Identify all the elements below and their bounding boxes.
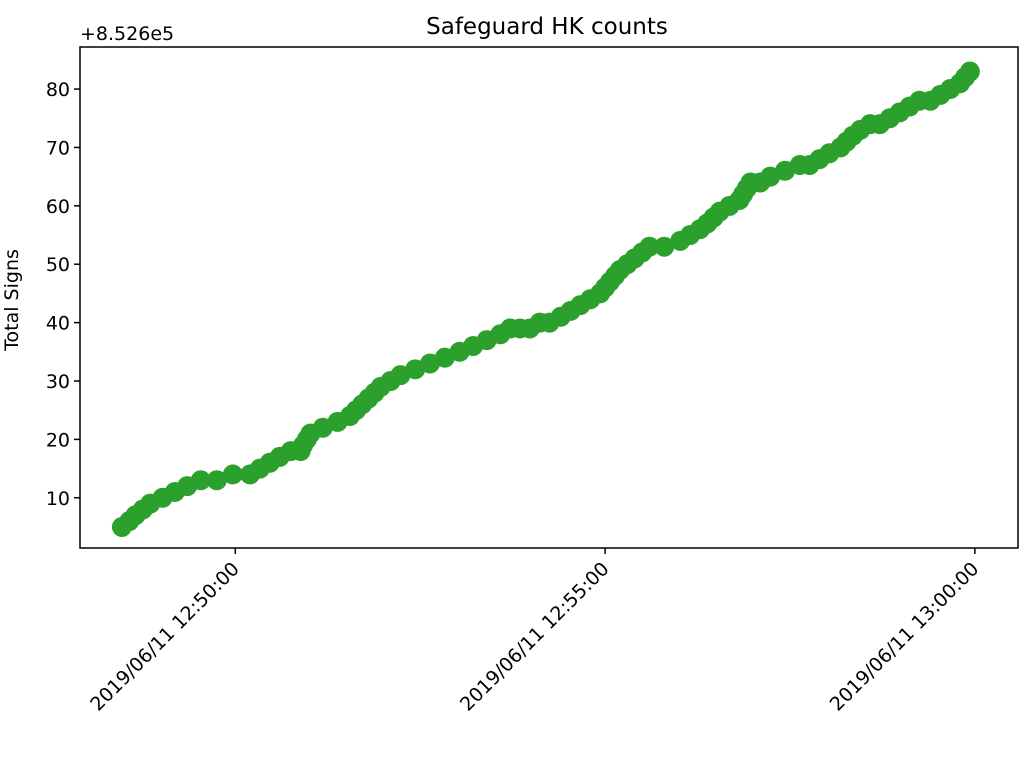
x-tick-label: 2019/06/11 13:00:00 [826,558,984,716]
y-tick-label: 70 [46,137,70,159]
y-tick-label: 20 [46,429,70,451]
data-point [639,236,660,257]
x-tick-label: 2019/06/11 12:50:00 [86,558,244,716]
data-point [222,464,243,485]
y-tick-label: 60 [46,196,70,218]
y-tick-label: 40 [46,313,70,335]
data-point [190,470,211,491]
y-axis-label: Total Signs [1,249,23,352]
plot-area [111,61,980,537]
y-offset-text: +8.526e5 [80,23,174,45]
axes-frame [79,46,1019,549]
data-point [206,470,227,491]
y-tick-label: 50 [46,254,70,276]
y-tick-label: 30 [46,371,70,393]
y-tick-label: 10 [46,488,70,510]
x-tick-label: 2019/06/11 12:55:00 [456,558,614,716]
chart-title: Safeguard HK counts [426,14,668,40]
data-point [959,61,980,82]
y-tick-label: 80 [46,79,70,101]
data-point [654,236,675,257]
